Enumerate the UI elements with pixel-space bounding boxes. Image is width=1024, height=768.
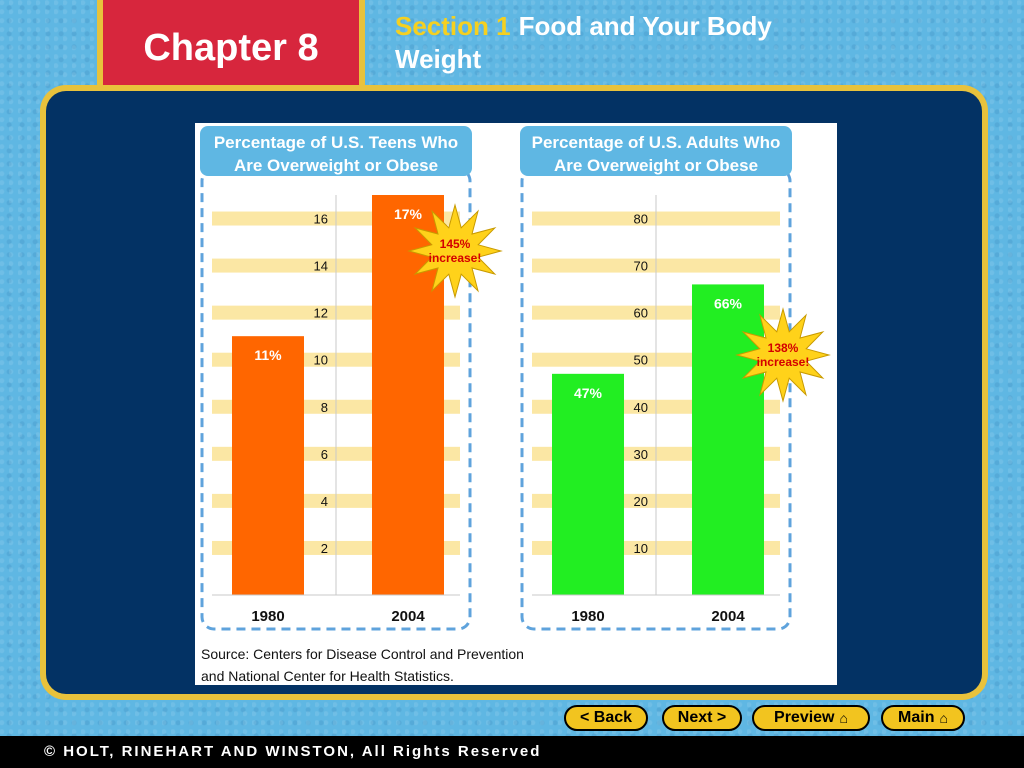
teens-value-label: 11% (254, 347, 282, 363)
teens-bar (232, 336, 304, 595)
section-heading: Section 1 Food and Your Body Weight (395, 10, 855, 76)
teens-starburst (407, 203, 503, 299)
copyright-text: © HOLT, RINEHART AND WINSTON, All Rights… (44, 743, 542, 760)
source-line-2: and National Center for Health Statistic… (201, 668, 454, 684)
teens-tick-label: 14 (314, 259, 328, 274)
section-title: Food and Your Body Weight (395, 11, 772, 74)
adults-tick-label: 40 (634, 400, 648, 415)
teens-title-line: Are Overweight or Obese (234, 156, 438, 175)
footer-bar: © HOLT, RINEHART AND WINSTON, All Rights… (0, 736, 1024, 768)
adults-tick-label: 60 (634, 306, 648, 321)
source-note: Source: Centers for Disease Control and … (201, 643, 524, 687)
adults-category-label: 1980 (571, 608, 604, 625)
main-label: Main (898, 709, 935, 726)
teens-tick-label: 16 (314, 212, 328, 227)
adults-bar (692, 284, 764, 595)
back-button[interactable]: < Back (564, 705, 648, 731)
teens-tick-label: 12 (314, 306, 328, 321)
teens-title-bar (200, 126, 472, 176)
teens-title-line: Percentage of U.S. Teens Who (214, 133, 458, 152)
adults-tick-label: 70 (634, 259, 648, 274)
teens-category-label: 2004 (391, 608, 425, 625)
adults-value-label: 47% (574, 385, 603, 401)
teens-tick-label: 8 (321, 400, 328, 415)
preview-button[interactable]: Preview ⌂ (752, 705, 870, 731)
teens-tick-label: 6 (321, 447, 328, 462)
adults-title-line: Are Overweight or Obese (554, 156, 758, 175)
next-button[interactable]: Next > (662, 705, 742, 731)
section-label: Section 1 (395, 11, 511, 41)
teens-tick-label: 4 (321, 494, 328, 509)
adults-bar (552, 373, 624, 595)
adults-title-bar (520, 126, 792, 176)
adults-tick-label: 20 (634, 494, 648, 509)
chart-figure: Percentage of U.S. Teens Who Are Overweig… (195, 123, 837, 685)
charts-svg: Percentage of U.S. Teens Who Are Overweig… (200, 126, 831, 631)
adults-callout-text: increase! (757, 355, 810, 369)
preview-label: Preview (774, 709, 835, 726)
adults-title-line: Percentage of U.S. Adults Who (532, 133, 781, 152)
adults-callout-text: 138% (768, 341, 799, 355)
main-button[interactable]: Main ⌂ (881, 705, 965, 731)
adults-value-label: 66% (714, 295, 743, 311)
adults-category-label: 2004 (711, 608, 745, 625)
adults-tick-label: 30 (634, 447, 648, 462)
adults-tick-label: 80 (634, 212, 648, 227)
home-icon: ⌂ (939, 710, 948, 726)
adults-starburst (735, 307, 831, 403)
teens-value-label: 17% (394, 206, 423, 222)
teens-callout-text: 145% (440, 237, 471, 251)
adults-tick-label: 10 (634, 541, 648, 556)
teens-callout-text: increase! (429, 251, 482, 265)
teens-tick-label: 2 (321, 541, 328, 556)
source-line-1: Source: Centers for Disease Control and … (201, 646, 524, 662)
adults-tick-label: 50 (634, 353, 648, 368)
teens-category-label: 1980 (251, 608, 284, 625)
teens-tick-label: 10 (314, 353, 328, 368)
home-icon: ⌂ (839, 710, 848, 726)
